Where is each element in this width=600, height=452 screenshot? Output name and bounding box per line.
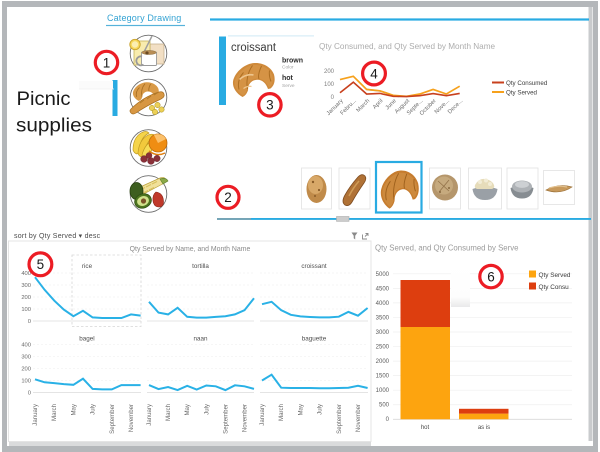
svg-text:4500: 4500 bbox=[376, 287, 390, 293]
svg-text:100: 100 bbox=[21, 379, 31, 385]
svg-text:croissant: croissant bbox=[231, 42, 277, 54]
svg-text:Qty Consumed, and Qty Served b: Qty Consumed, and Qty Served by Month Na… bbox=[319, 42, 496, 51]
svg-text:November: November bbox=[242, 404, 249, 432]
svg-text:2: 2 bbox=[224, 190, 232, 205]
svg-text:1500: 1500 bbox=[376, 374, 390, 380]
svg-text:Qty Served by Name, and Month: Qty Served by Name, and Month Name bbox=[130, 246, 251, 253]
svg-text:baguette: baguette bbox=[302, 336, 327, 343]
svg-text:0: 0 bbox=[331, 95, 335, 101]
svg-text:January: January bbox=[32, 403, 39, 426]
svg-text:hot: hot bbox=[282, 75, 294, 82]
svg-text:400: 400 bbox=[21, 271, 31, 277]
svg-text:2500: 2500 bbox=[376, 345, 390, 351]
svg-text:Picnic: Picnic bbox=[17, 88, 71, 110]
svg-text:400: 400 bbox=[21, 343, 31, 349]
svg-text:100: 100 bbox=[21, 307, 31, 313]
svg-text:March: March bbox=[278, 404, 285, 421]
svg-text:January: January bbox=[259, 403, 266, 426]
svg-text:4000: 4000 bbox=[376, 301, 390, 307]
svg-text:May: May bbox=[70, 403, 77, 415]
svg-text:6: 6 bbox=[487, 269, 495, 284]
svg-text:100: 100 bbox=[324, 82, 335, 88]
svg-text:Qty Served, and Qty Consumed b: Qty Served, and Qty Consumed by Serve bbox=[375, 244, 518, 253]
svg-text:November: November bbox=[128, 404, 135, 432]
svg-text:3: 3 bbox=[266, 98, 274, 113]
svg-text:5: 5 bbox=[37, 257, 45, 272]
svg-text:300: 300 bbox=[21, 283, 31, 289]
svg-text:bagel: bagel bbox=[79, 336, 94, 343]
svg-text:as is: as is bbox=[478, 425, 490, 431]
svg-text:rice: rice bbox=[82, 263, 93, 270]
svg-text:0: 0 bbox=[386, 417, 390, 423]
svg-text:Qty Consumed: Qty Consumed bbox=[506, 80, 548, 87]
svg-text:July: July bbox=[90, 403, 97, 415]
svg-text:November: November bbox=[355, 404, 362, 432]
svg-text:July: July bbox=[317, 403, 324, 415]
svg-text:5000: 5000 bbox=[376, 272, 390, 278]
svg-text:Qty Served: Qty Served bbox=[539, 272, 571, 279]
svg-text:naan: naan bbox=[193, 336, 208, 343]
svg-text:Category Drawing: Category Drawing bbox=[107, 13, 181, 23]
svg-text:March: March bbox=[165, 404, 172, 421]
svg-text:200: 200 bbox=[21, 367, 31, 373]
svg-text:0: 0 bbox=[28, 391, 31, 397]
svg-text:Qty Consu: Qty Consu bbox=[539, 284, 570, 291]
svg-text:Serve: Serve bbox=[282, 83, 295, 89]
svg-text:May: May bbox=[297, 403, 304, 415]
svg-text:3500: 3500 bbox=[376, 316, 390, 322]
svg-text:sort by Qty Served ▾ desc: sort by Qty Served ▾ desc bbox=[14, 233, 101, 240]
svg-text:September: September bbox=[109, 404, 116, 434]
svg-text:3000: 3000 bbox=[376, 330, 390, 336]
svg-text:May: May bbox=[184, 403, 191, 415]
svg-text:supplies: supplies bbox=[16, 115, 92, 137]
svg-text:500: 500 bbox=[379, 403, 390, 409]
svg-text:January: January bbox=[146, 403, 153, 426]
svg-text:September: September bbox=[336, 404, 343, 434]
svg-text:September: September bbox=[222, 404, 229, 434]
svg-text:1000: 1000 bbox=[376, 388, 390, 394]
svg-text:1: 1 bbox=[103, 55, 111, 70]
svg-text:brown: brown bbox=[282, 58, 303, 65]
svg-text:0: 0 bbox=[28, 319, 31, 325]
svg-text:4: 4 bbox=[370, 66, 378, 81]
svg-text:200: 200 bbox=[324, 69, 335, 75]
svg-text:2000: 2000 bbox=[376, 359, 390, 365]
svg-text:tortilla: tortilla bbox=[192, 263, 209, 270]
svg-text:hot: hot bbox=[421, 425, 430, 431]
svg-text:300: 300 bbox=[21, 355, 31, 361]
svg-text:Qty Served: Qty Served bbox=[506, 90, 538, 97]
svg-text:croissant: croissant bbox=[301, 263, 326, 270]
svg-text:July: July bbox=[203, 403, 210, 415]
svg-text:March: March bbox=[51, 404, 58, 421]
svg-text:200: 200 bbox=[21, 295, 31, 301]
svg-text:Color: Color bbox=[282, 65, 294, 71]
